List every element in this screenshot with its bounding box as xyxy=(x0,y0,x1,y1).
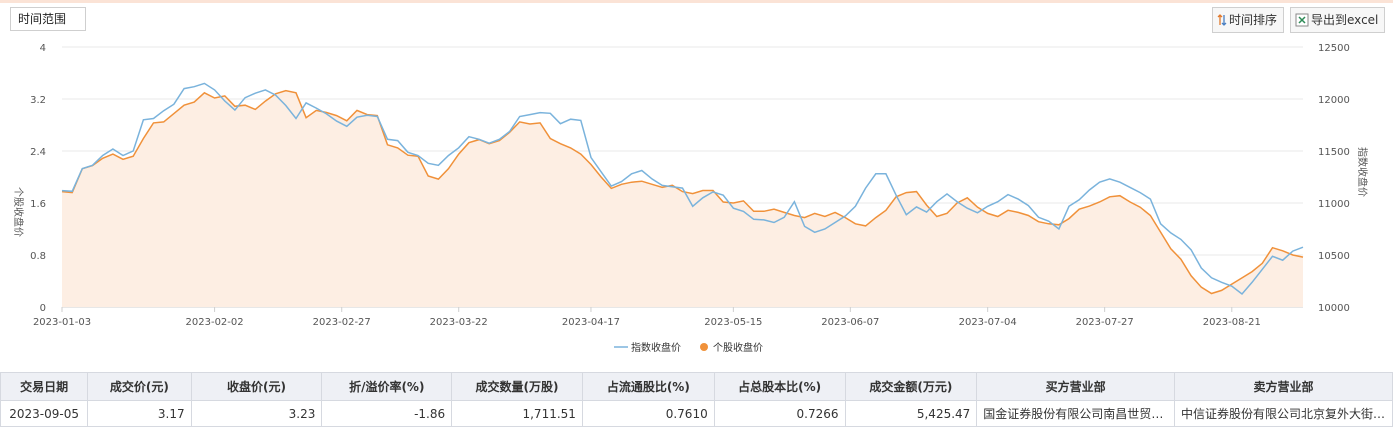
column-header[interactable]: 买方营业部 xyxy=(976,372,1175,401)
time-range-label: 时间范围 xyxy=(18,12,67,26)
right-axis-title: 指数收盘价 xyxy=(1356,147,1369,197)
legend-stock-swatch xyxy=(700,343,708,351)
column-header[interactable]: 成交数量(万股) xyxy=(451,372,583,401)
export-excel-button[interactable]: 导出到excel xyxy=(1290,7,1386,33)
column-header[interactable]: 交易日期 xyxy=(0,372,89,401)
stock-area-fill xyxy=(62,90,1303,307)
legend-index-label[interactable]: 指数收盘价 xyxy=(631,341,681,354)
table-header-row: 交易日期 成交价(元) 收盘价(元) 折/溢价率(%) 成交数量(万股) 占流通… xyxy=(0,372,1393,401)
trade-price-cell: 3.17 xyxy=(87,400,192,427)
right-tick-label: 11000 xyxy=(1318,199,1350,210)
sort-by-time-button[interactable]: 时间排序 xyxy=(1212,7,1285,33)
x-tick-label: 2023-03-22 xyxy=(430,317,488,328)
left-tick-label: 0.8 xyxy=(30,251,46,262)
x-tick-label: 2023-01-03 xyxy=(33,317,91,328)
amount-cell: 5,425.47 xyxy=(844,400,978,427)
price-comparison-chart: 0 0.8 1.6 2.4 3.2 4 10000 10500 11000 11500 12000… xyxy=(12,43,1369,354)
column-header[interactable]: 成交价(元) xyxy=(87,372,192,401)
column-header[interactable]: 卖方营业部 xyxy=(1173,372,1393,401)
close-price-cell: 3.23 xyxy=(190,400,323,427)
x-tick-label: 2023-07-27 xyxy=(1076,317,1134,328)
seller-branch-cell[interactable]: 中信证券股份有限公司北京复外大街证券营业部 xyxy=(1173,400,1393,427)
right-tick-label: 12000 xyxy=(1318,95,1350,106)
float-ratio-cell: 0.7610 xyxy=(581,400,715,427)
table-row: 2023-09-05 3.17 3.23 -1.86 1,711.51 0.76… xyxy=(0,400,1393,427)
legend-stock-label[interactable]: 个股收盘价 xyxy=(713,341,763,354)
sort-icon xyxy=(1217,14,1227,26)
excel-export-icon xyxy=(1295,13,1309,27)
export-button-label: 导出到excel xyxy=(1311,13,1379,27)
x-tick-label: 2023-08-21 xyxy=(1203,317,1261,328)
sort-button-label: 时间排序 xyxy=(1229,13,1278,27)
column-header[interactable]: 成交金额(万元) xyxy=(844,372,978,401)
x-tick-label: 2023-04-17 xyxy=(562,317,620,328)
right-tick-label: 10000 xyxy=(1318,303,1350,314)
left-tick-label: 3.2 xyxy=(30,95,46,106)
right-tick-label: 10500 xyxy=(1318,251,1350,262)
left-tick-label: 1.6 xyxy=(30,199,46,210)
total-ratio-cell: 0.7266 xyxy=(713,400,846,427)
stock-close-line xyxy=(61,82,1304,296)
x-tick-label: 2023-02-02 xyxy=(186,317,244,328)
left-axis-ticks: 0 0.8 1.6 2.4 3.2 4 xyxy=(30,43,46,314)
left-tick-label: 2.4 xyxy=(30,147,46,158)
x-tick-label: 2023-07-04 xyxy=(959,317,1017,328)
right-tick-label: 11500 xyxy=(1318,147,1350,158)
column-header[interactable]: 占流通股比(%) xyxy=(581,372,715,401)
trade-date-cell: 2023-09-05 xyxy=(0,400,89,427)
left-axis-title: 个股收盘价 xyxy=(12,187,25,237)
column-header[interactable]: 收盘价(元) xyxy=(190,372,323,401)
buyer-branch-cell[interactable]: 国金证券股份有限公司南昌世贸路证券营业部 xyxy=(976,400,1175,427)
left-tick-label: 0 xyxy=(40,303,46,314)
x-tick-label: 2023-05-15 xyxy=(704,317,762,328)
volume-cell: 1,711.51 xyxy=(451,400,583,427)
column-header[interactable]: 占总股本比(%) xyxy=(713,372,846,401)
right-axis-ticks: 10000 10500 11000 11500 12000 12500 xyxy=(1318,43,1350,314)
left-tick-label: 4 xyxy=(40,43,46,54)
index-close-line xyxy=(61,89,1304,295)
x-tick-label: 2023-02-27 xyxy=(313,317,371,328)
block-trade-table: 交易日期 成交价(元) 收盘价(元) 折/溢价率(%) 成交数量(万股) 占流通… xyxy=(0,372,1393,427)
time-range-dropdown[interactable]: 时间范围 xyxy=(10,7,86,31)
premium-rate-cell: -1.86 xyxy=(321,400,453,427)
chart-legend[interactable]: 指数收盘价 个股收盘价 xyxy=(614,341,763,354)
right-tick-label: 12500 xyxy=(1318,43,1350,54)
top-accent-bar xyxy=(0,0,1393,3)
x-axis-ticks: 2023-01-03 2023-02-02 2023-02-27 2023-03-22… xyxy=(33,307,1261,328)
x-tick-label: 2023-06-07 xyxy=(821,317,879,328)
column-header[interactable]: 折/溢价率(%) xyxy=(321,372,453,401)
